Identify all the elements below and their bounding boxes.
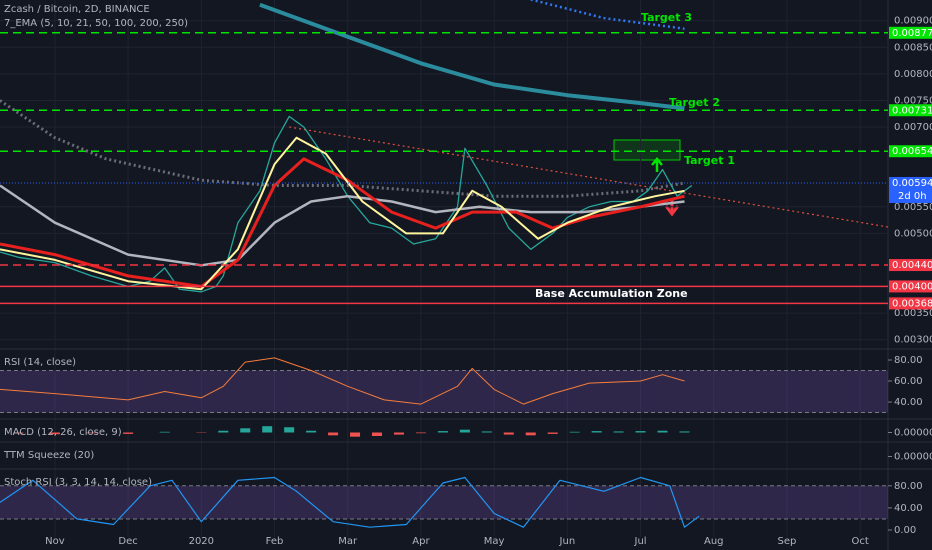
x-tick-label: Nov [45, 536, 65, 547]
y-tick-label: 40.00 [894, 397, 923, 408]
histogram-bar [13, 432, 24, 434]
histogram-bar [86, 432, 97, 434]
x-tick-label: Apr [412, 536, 430, 547]
price-level-label: 0.008773 [892, 28, 932, 39]
price-level-label: 0.004404 [892, 260, 932, 271]
annotation: Target 2 [669, 96, 720, 109]
x-tick-label: Jul [634, 536, 647, 547]
y-tick-label: 60.00 [894, 376, 923, 387]
histogram-bar [437, 431, 448, 433]
histogram-bar [503, 432, 514, 435]
price-level-tag [889, 145, 932, 158]
price-level-label: 0.004002 [892, 281, 932, 292]
histogram-bar [350, 432, 361, 437]
y-tick-label: 0.008500 [894, 42, 932, 53]
x-tick-label: May [484, 536, 505, 547]
y-tick-label: 40.00 [894, 503, 923, 514]
series-line [530, 0, 685, 30]
y-tick-label: 0.00 [894, 525, 916, 536]
histogram-bar [372, 432, 383, 436]
y-tick-label: 0.009000 [894, 16, 932, 27]
series-line [0, 184, 685, 267]
annotation: Target 3 [641, 11, 692, 24]
panel-title: Stoch RSI (3, 3, 14, 14, close) [4, 477, 152, 488]
y-tick-label: 0.005500 [894, 202, 932, 213]
histogram-bar [240, 428, 251, 433]
y-tick-label: 80.00 [894, 355, 923, 366]
histogram-bar [218, 430, 229, 433]
x-tick-label: Oct [852, 536, 869, 547]
x-tick-label: 2020 [189, 536, 214, 547]
price-level-tag [889, 26, 932, 39]
price-level-tag [889, 280, 932, 293]
histogram-bar [284, 427, 295, 433]
histogram-bar [525, 432, 536, 436]
panel-subtitle: 7_EMA (5, 10, 21, 50, 100, 200, 250) [4, 18, 188, 29]
x-tick-label: Aug [704, 536, 724, 547]
x-tick-label: Mar [338, 536, 358, 547]
panel-title: Zcash / Bitcoin, 2D, BINANCE [4, 4, 150, 15]
histogram-bar [415, 432, 426, 434]
panel-title: RSI (14, close) [4, 357, 76, 368]
y-tick-label: 0.003500 [894, 308, 932, 319]
series-line [0, 476, 700, 528]
y-tick-label: 0.000000 [894, 428, 932, 439]
price-level-tag [889, 297, 932, 310]
histogram-bar [569, 431, 580, 433]
band [0, 485, 888, 519]
y-tick-label: 0.005000 [894, 228, 932, 239]
last-price-label: 0.005948 [892, 178, 932, 189]
countdown: 2d 0h [898, 191, 927, 202]
up-arrow [651, 157, 663, 172]
band [0, 370, 888, 413]
x-tick-label: Feb [266, 536, 284, 547]
histogram-bar [123, 432, 134, 434]
price-level-label: 0.007316 [892, 105, 932, 116]
series-line [0, 357, 685, 405]
histogram-bar [547, 432, 558, 434]
y-tick-label: 0.007000 [894, 122, 932, 133]
panel-title: TTM Squeeze (20) [3, 450, 94, 461]
y-tick-label: 0.007500 [894, 95, 932, 106]
price-level-label: 0.003683 [892, 298, 932, 309]
histogram-bar [679, 431, 690, 433]
histogram-bar [481, 431, 492, 433]
series-line [289, 126, 889, 228]
y-tick-label: 0.008000 [894, 69, 932, 80]
histogram-bar [635, 431, 646, 433]
histogram-bar [262, 426, 273, 433]
series-line [0, 157, 685, 288]
x-tick-label: Jun [559, 536, 576, 547]
histogram-bar [613, 431, 624, 433]
histogram-bar [591, 431, 602, 433]
target-box [613, 139, 681, 161]
x-tick-label: Dec [118, 536, 137, 547]
price-level-tag [889, 104, 932, 117]
x-tick-label: Sep [778, 536, 797, 547]
series-line [0, 136, 685, 291]
annotation: Base Accumulation Zone [535, 287, 688, 300]
y-tick-label: 0.000000 [894, 452, 932, 463]
panel-title: MACD (12, 26, close, 9) [4, 427, 122, 438]
series-line [259, 2, 685, 111]
series-line [0, 115, 693, 293]
histogram-bar [393, 432, 404, 435]
y-tick-label: 0.003000 [894, 335, 932, 346]
histogram-bar [306, 430, 317, 433]
y-tick-label: 80.00 [894, 481, 923, 492]
price-level-label: 0.006545 [892, 146, 932, 157]
histogram-bar [159, 431, 170, 433]
histogram-bar [459, 429, 470, 433]
annotation: Target 1 [684, 154, 735, 167]
price-level-tag [889, 259, 932, 272]
last-price-tag [889, 176, 932, 203]
histogram-bar [49, 432, 60, 435]
histogram-bar [657, 430, 668, 433]
histogram-bar [328, 432, 339, 436]
series-line [0, 99, 685, 198]
